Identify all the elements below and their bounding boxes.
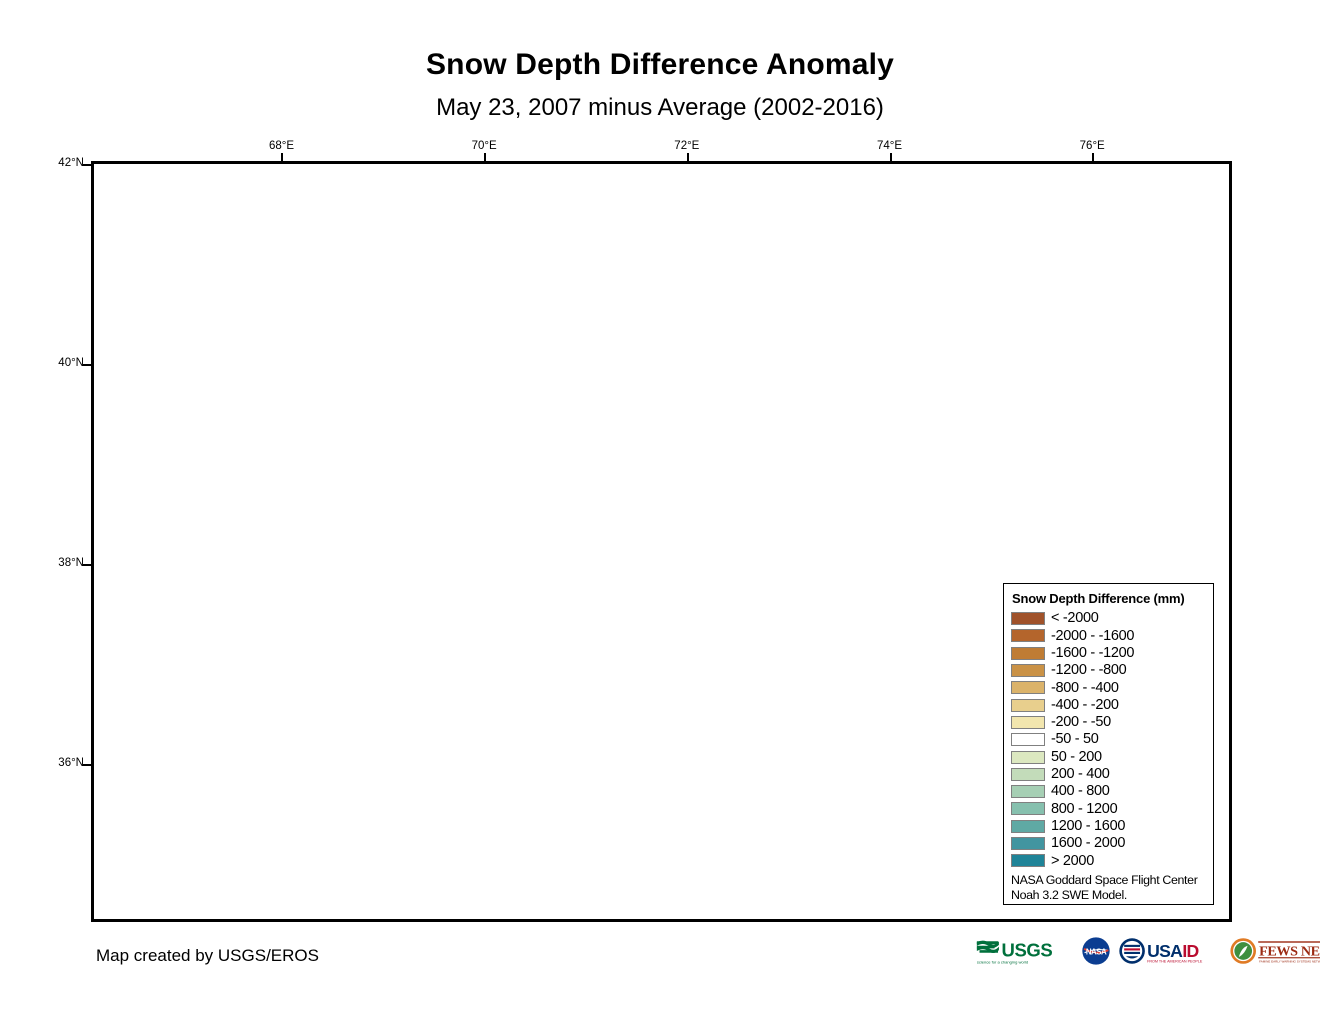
map-credit: Map created by USGS/EROS (96, 946, 319, 965)
fewsnet-logo: FEWS NET FAMINE EARLY WARNING SYSTEMS NE… (1230, 938, 1320, 964)
svg-text:science for a changing world: science for a changing world (977, 959, 1028, 964)
legend-swatch (1011, 681, 1045, 695)
legend-label: -2000 - -1600 (1051, 627, 1135, 644)
legend-row: < -2000 (1011, 610, 1206, 627)
legend-class-list: < -2000 -2000 - -1600 -1600 - -1200 -1200 -… (1011, 610, 1206, 869)
legend-label: < -2000 (1051, 610, 1099, 627)
lon-tick-mark (484, 153, 487, 162)
legend-swatch (1011, 715, 1045, 729)
legend-swatch (1011, 733, 1045, 747)
legend-row: 1200 - 1600 (1011, 818, 1206, 835)
legend-source-line2: Noah 3.2 SWE Model. (1011, 888, 1127, 903)
lon-tick-mark (686, 153, 689, 162)
legend-label: 400 - 800 (1051, 783, 1110, 800)
lat-tick-label: 42°N (58, 157, 84, 169)
nasa-logo: NASA (1082, 937, 1110, 965)
legend-label: 50 - 200 (1051, 748, 1102, 765)
svg-text:FAMINE EARLY WARNING SYSTEMS N: FAMINE EARLY WARNING SYSTEMS NETWORK (1259, 959, 1320, 963)
svg-text:NASA: NASA (1086, 948, 1107, 957)
lon-tick-label: 72°E (674, 140, 700, 152)
legend-label: -1200 - -800 (1051, 662, 1127, 679)
lon-tick-mark (889, 153, 892, 162)
legend-label: > 2000 (1051, 852, 1094, 869)
legend-row: -800 - -400 (1011, 679, 1206, 696)
legend-row: -50 - 50 (1011, 731, 1206, 748)
legend-label: 200 - 400 (1051, 766, 1110, 783)
legend-row: 1600 - 2000 (1011, 835, 1206, 852)
legend-label: -200 - -50 (1051, 714, 1111, 731)
lon-tick-label: 68°E (268, 140, 294, 152)
legend-row: -2000 - -1600 (1011, 627, 1206, 644)
legend-source-note: NASA Goddard Space Flight Center Noah 3.… (1011, 873, 1206, 902)
legend-row: -1600 - -1200 (1011, 645, 1206, 662)
legend-label: -800 - -400 (1051, 679, 1119, 696)
lon-tick-label: 76°E (1079, 140, 1105, 152)
legend-row: 400 - 800 (1011, 783, 1206, 800)
legend-swatch (1011, 612, 1045, 626)
legend-row: -400 - -200 (1011, 696, 1206, 713)
legend-swatch (1011, 750, 1045, 764)
legend-swatch (1011, 629, 1045, 643)
lon-tick-mark (1092, 153, 1095, 162)
legend-swatch (1011, 837, 1045, 850)
lat-tick-label: 36°N (58, 757, 84, 769)
legend-swatch (1011, 767, 1045, 781)
legend-swatch (1011, 664, 1045, 678)
legend-row: > 2000 (1011, 852, 1206, 869)
lat-tick-mark (83, 564, 92, 566)
legend-swatch (1011, 698, 1045, 712)
legend-swatch (1011, 854, 1045, 868)
svg-text:FEWS NET: FEWS NET (1259, 943, 1320, 959)
usaid-logo: USA ID FROM THE AMERICAN PEOPLE (1119, 938, 1203, 964)
legend-label: -50 - 50 (1051, 731, 1099, 748)
legend-row: -200 - -50 (1011, 714, 1206, 731)
map-legend: Snow Depth Difference (mm) < -2000 -2000 … (1003, 583, 1214, 905)
legend-swatch (1011, 785, 1045, 799)
page-subtitle: May 23, 2007 minus Average (2002-2016) (436, 94, 884, 121)
legend-label: 800 - 1200 (1051, 800, 1118, 817)
page-title: Snow Depth Difference Anomaly (425, 48, 895, 81)
lat-tick-mark (83, 164, 92, 166)
usgs-logo: USGS science for a changing world (976, 939, 1053, 964)
lat-tick-mark (83, 764, 92, 766)
svg-text:USA: USA (1147, 941, 1183, 961)
legend-row: 50 - 200 (1011, 748, 1206, 765)
legend-row: 800 - 1200 (1011, 800, 1206, 817)
legend-source-line1: NASA Goddard Space Flight Center (1011, 873, 1198, 888)
lon-tick-label: 74°E (876, 140, 903, 152)
lon-tick-mark (281, 153, 284, 162)
svg-text:FROM THE AMERICAN PEOPLE: FROM THE AMERICAN PEOPLE (1147, 959, 1203, 963)
legend-swatch (1011, 802, 1045, 816)
legend-label: 1600 - 2000 (1051, 835, 1126, 852)
logo-strip: USGS science for a changing world NASA U… (975, 934, 1320, 968)
lat-tick-label: 38°N (58, 557, 84, 569)
legend-label: -1600 - -1200 (1051, 644, 1135, 661)
legend-label: 1200 - 1600 (1051, 817, 1126, 834)
legend-title: Snow Depth Difference (mm) (1012, 591, 1185, 606)
legend-label: -400 - -200 (1051, 696, 1119, 713)
legend-row: 200 - 400 (1011, 766, 1206, 783)
svg-text:USGS: USGS (1002, 939, 1053, 960)
legend-swatch (1011, 819, 1045, 833)
lat-tick-mark (83, 364, 92, 366)
lat-tick-label: 40°N (58, 357, 84, 369)
legend-swatch (1011, 646, 1045, 660)
legend-row: -1200 - -800 (1011, 662, 1206, 679)
lon-tick-label: 70°E (471, 140, 497, 152)
svg-text:ID: ID (1182, 941, 1198, 961)
map-container[interactable] (91, 161, 1232, 922)
